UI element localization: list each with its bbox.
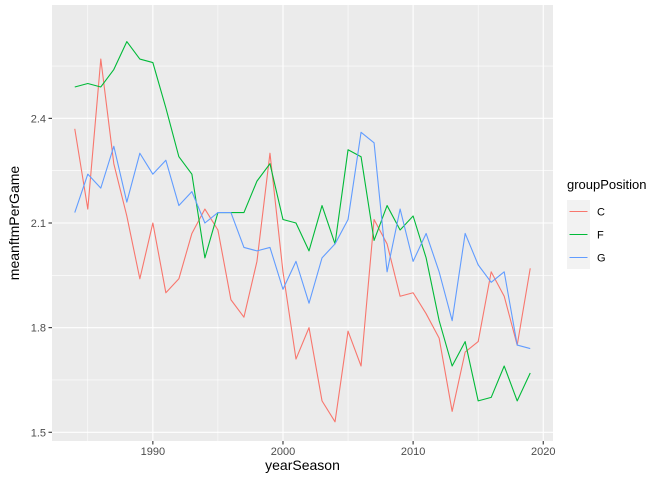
y-axis-title: meanftmPerGame <box>6 166 22 281</box>
y-tick-label: 2.1 <box>31 218 46 230</box>
major-gridlines <box>52 5 553 441</box>
legend: groupPosition CFG <box>567 177 647 269</box>
series-lines <box>74 41 531 423</box>
x-axis-title: yearSeason <box>265 457 340 473</box>
y-tick-label: 1.5 <box>31 427 46 439</box>
x-tick-label: 2010 <box>401 446 425 458</box>
x-tick-label: 2020 <box>531 446 555 458</box>
legend-label-G: G <box>597 253 606 265</box>
series-line-G <box>74 131 531 350</box>
x-axis: 1990 2000 2010 2020 <box>141 441 555 458</box>
legend-title: groupPosition <box>567 177 647 192</box>
legend-label-F: F <box>597 230 604 242</box>
legend-label-C: C <box>597 207 605 219</box>
series-line-F <box>74 41 531 402</box>
y-tick-label: 1.8 <box>31 323 46 335</box>
x-tick-label: 1990 <box>141 446 165 458</box>
y-tick-label: 2.4 <box>31 113 46 125</box>
y-axis: 1.5 1.8 2.1 2.4 <box>31 113 52 439</box>
x-tick-label: 2000 <box>271 446 295 458</box>
series-line-C <box>74 58 531 423</box>
